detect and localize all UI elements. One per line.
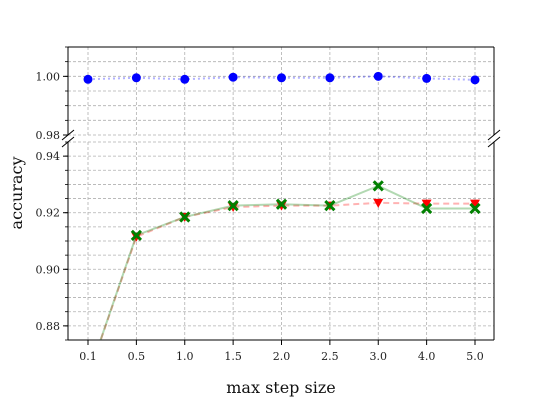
y-tick-label: 0.94 (36, 150, 61, 163)
data-point (421, 202, 433, 215)
data-point (85, 373, 92, 380)
data-point (470, 199, 480, 209)
axis-break-mark (487, 136, 501, 148)
series-line (99, 201, 475, 340)
data-point (83, 74, 93, 84)
x-tick-label: 5.0 (466, 350, 484, 363)
data-point (228, 72, 238, 82)
y-tick-label: 0.98 (36, 129, 61, 142)
y-tick-label: 1.00 (36, 70, 61, 83)
series-0 (83, 71, 480, 85)
x-tick-label: 2.5 (321, 350, 339, 363)
y-tick-label: 0.92 (36, 207, 61, 220)
data-point (422, 73, 432, 83)
y-tick-label: 0.90 (36, 263, 61, 276)
y-tick-label: 0.88 (36, 320, 61, 333)
x-tick-label: 1.5 (224, 350, 242, 363)
data-point (180, 74, 190, 84)
y-axis-label: accuracy (7, 157, 26, 230)
series-2 (85, 180, 481, 380)
grid (68, 46, 494, 341)
data-point (373, 198, 384, 208)
data-point (373, 71, 383, 81)
data-point (227, 200, 239, 212)
ticks: 0.1 0.5 1.0 1.5 2.0 2.5 3.0 4.0 5.0 0.98 1.00 0.88 0… (36, 46, 484, 363)
data-point (277, 73, 286, 83)
x-tick-label: 0.1 (79, 350, 97, 363)
data-point (130, 229, 142, 241)
x-tick-label: 3.0 (370, 350, 388, 363)
data-point (179, 211, 191, 223)
data-point (421, 199, 432, 209)
x-tick-label: 0.5 (128, 350, 146, 363)
data-point (131, 73, 141, 83)
data-point (325, 73, 335, 83)
series-layer (83, 71, 481, 382)
x-tick-label: 4.0 (418, 350, 436, 363)
x-tick-label: 2.0 (273, 350, 291, 363)
data-point (372, 180, 384, 192)
data-point (324, 200, 336, 212)
data-point (83, 373, 93, 382)
data-point (469, 202, 481, 215)
x-tick-label: 1.0 (176, 350, 194, 363)
data-point (470, 75, 480, 85)
x-axis-label: max step size (226, 378, 335, 397)
axis-break-mark (487, 129, 501, 141)
data-point (275, 198, 288, 210)
